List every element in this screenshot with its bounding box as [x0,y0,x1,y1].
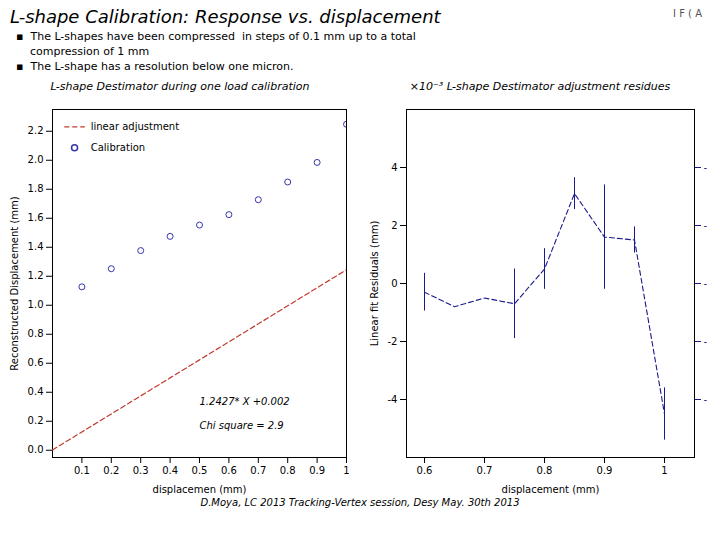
svg-text:0.8: 0.8 [280,465,296,476]
svg-text:0.2: 0.2 [103,465,119,476]
svg-text:0.4: 0.4 [28,386,44,397]
svg-text:1: 1 [343,465,349,476]
svg-text:0.7: 0.7 [250,465,266,476]
svg-text:0.8: 0.8 [28,328,44,339]
svg-text:0.9: 0.9 [309,465,325,476]
svg-text:-: - [704,278,708,289]
html-text:▪ The L-shapes have been compr: ▪ The L-shapes have been compressed in s… [16,30,416,43]
svg-text:0.8: 0.8 [537,465,553,476]
svg-text:Calibration: Calibration [91,142,145,153]
html-text:×10⁻³ L-shape Destimator adjus: ×10⁻³ L-shape Destimator adjustment resi… [409,80,671,93]
svg-text:0.4: 0.4 [162,465,178,476]
svg-text:1.2: 1.2 [28,270,44,281]
svg-text:-: - [704,336,708,347]
svg-text:1.8: 1.8 [28,183,44,194]
svg-text:Chi square = 2.9: Chi square = 2.9 [200,420,284,431]
html-text:▪ The L-shape has a resolution: ▪ The L-shape has a resolution below one… [16,60,294,73]
svg-text:2.2: 2.2 [28,125,44,136]
svg-text:-: - [704,162,708,173]
svg-text:linear adjustment: linear adjustment [91,121,179,132]
svg-text:0.3: 0.3 [133,465,149,476]
svg-text:0.0: 0.0 [28,444,44,455]
svg-text:1.6: 1.6 [28,212,44,223]
svg-text:2: 2 [391,220,397,231]
svg-text:-2: -2 [388,336,398,347]
svg-text:0.5: 0.5 [192,465,208,476]
svg-text:displacemen (mm): displacemen (mm) [153,484,247,495]
html-text:L-shape Destimator during one: L-shape Destimator during one load calib… [50,80,310,93]
svg-text:Linear fit Residuals (mm): Linear fit Residuals (mm) [369,221,380,347]
svg-text:0.6: 0.6 [417,465,433,476]
svg-text:0.6: 0.6 [28,357,44,368]
svg-text:0.2: 0.2 [28,415,44,426]
svg-text:0.1: 0.1 [74,465,90,476]
svg-text:1.4: 1.4 [28,241,44,252]
svg-text:0.7: 0.7 [477,465,493,476]
svg-text:Reconstructed Displacement (mm: Reconstructed Displacement (mm) [9,196,20,371]
svg-text:1: 1 [661,465,667,476]
svg-text:0: 0 [391,278,397,289]
svg-text:4: 4 [391,162,397,173]
html-text:L-shape Calibration: Response: L-shape Calibration: Response vs. displa… [10,6,441,27]
svg-text:-4: -4 [388,394,398,405]
svg-text:0.9: 0.9 [597,465,613,476]
svg-text:1.0: 1.0 [28,299,44,310]
svg-text:displacement (mm): displacement (mm) [502,484,600,495]
svg-text:0.6: 0.6 [221,465,237,476]
html-text:D.Moya, LC 2013 Tracking-Verte: D.Moya, LC 2013 Tracking-Vertex session,… [200,497,520,508]
html-text:I F ( A: I F ( A [673,8,702,19]
svg-text:1.2427* X +0.002: 1.2427* X +0.002 [200,396,290,407]
svg-text:-: - [704,220,708,231]
svg-text:2.0: 2.0 [28,154,44,165]
svg-text:-: - [704,394,708,405]
html-text:compression of 1 mm: compression of 1 mm [16,45,150,58]
